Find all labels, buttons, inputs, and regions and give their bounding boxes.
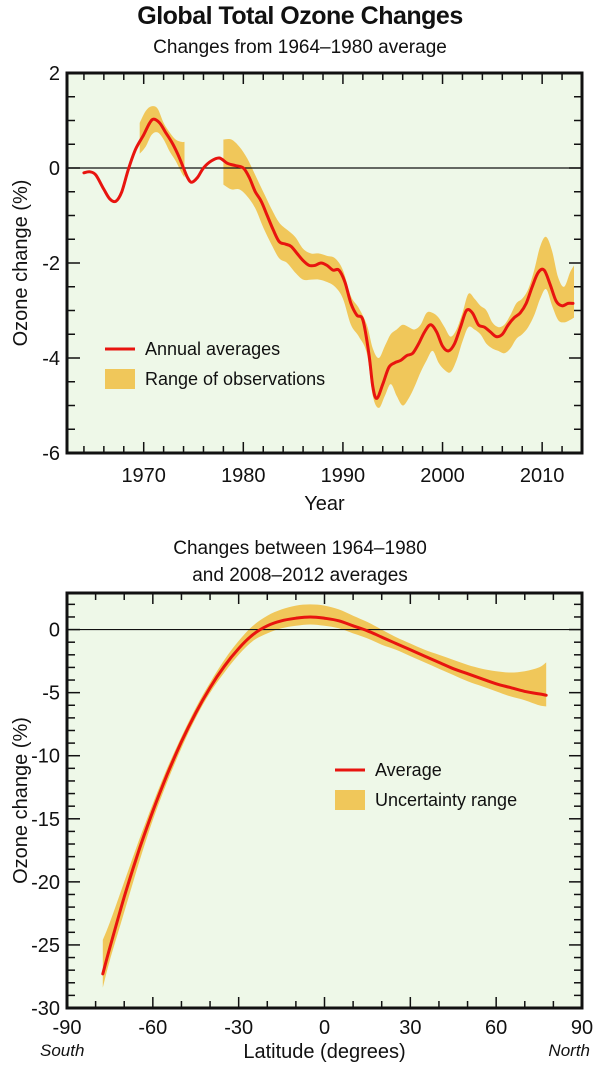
bottom-y-tick-label: -5 xyxy=(42,683,60,705)
bottom-y-tick-label: -30 xyxy=(31,998,60,1020)
bottom-chart: -90 -60 -30 0 30 60 900-5-10-15-20-25-30Latitu… xyxy=(10,591,593,1063)
bottom-x-tick-label: 0 xyxy=(319,1017,330,1039)
bottom-x-label-south: South xyxy=(40,1041,84,1060)
top-series-line xyxy=(82,117,575,400)
top-x-tick-label: 1990 xyxy=(321,465,366,487)
top-x-axis-title: Year xyxy=(304,493,345,515)
top-x-tick-label: 1970 xyxy=(121,465,166,487)
bottom-y-tick-label: -15 xyxy=(31,809,60,831)
figure-title: Global Total Ozone Changes xyxy=(137,2,463,30)
top-legend-label: Annual averages xyxy=(145,339,280,359)
top-x-tick-label: 2000 xyxy=(420,465,465,487)
bottom-x-tick-label: -60 xyxy=(138,1017,167,1039)
bottom-plot-frame xyxy=(65,591,584,1010)
bottom-legend-band-swatch xyxy=(335,790,365,810)
top-plot-frame xyxy=(65,71,584,455)
top-chart-subtitle: Changes from 1964–1980 average xyxy=(153,37,447,58)
bottom-x-tick-label: -30 xyxy=(224,1017,253,1039)
top-chart: 1970 1980 1990 2000 2010 2 0 -2 -4 -6 Year Ozone ch… xyxy=(10,63,584,515)
bottom-legend-label: Uncertainty range xyxy=(375,790,517,810)
bottom-x-tick-label: 60 xyxy=(485,1017,507,1039)
top-y-tick-label: -6 xyxy=(42,443,60,465)
top-y-tick-label: 0 xyxy=(49,158,60,180)
bottom-chart-subtitle-line-2: and 2008–2012 averages xyxy=(192,565,408,586)
top-legend: Annual averages Range of observations xyxy=(105,339,325,389)
bottom-x-tick-label: 90 xyxy=(571,1017,593,1039)
top-y-tick-label: 2 xyxy=(49,63,60,85)
top-band-segment xyxy=(223,138,574,408)
bottom-legend: Average Uncertainty range xyxy=(335,760,517,810)
bottom-legend-label: Average xyxy=(375,760,442,780)
bottom-x-tick-label: -90 xyxy=(53,1017,82,1039)
top-x-tick-label: 1980 xyxy=(221,465,266,487)
bottom-x-label-north: North xyxy=(548,1041,590,1060)
bottom-y-tick-label: -10 xyxy=(31,746,60,768)
bottom-y-axis-title: Ozone change (%) xyxy=(10,717,32,884)
bottom-series-line xyxy=(101,615,548,976)
bottom-y-tick-label: -20 xyxy=(31,872,60,894)
top-y-axis-title: Ozone change (%) xyxy=(10,180,32,347)
bottom-chart-subtitle-line-1: Changes between 1964–1980 xyxy=(173,538,427,559)
bottom-plot-background xyxy=(67,593,582,1008)
top-x-tick-label: 2010 xyxy=(520,465,565,487)
bottom-x-axis-title: Latitude (degrees) xyxy=(243,1041,405,1063)
top-legend-band-swatch xyxy=(105,369,135,389)
bottom-x-tick-label: 30 xyxy=(399,1017,421,1039)
top-y-tick-label: -4 xyxy=(42,348,60,370)
bottom-y-tick-label: -25 xyxy=(31,935,60,957)
top-y-tick-label: -2 xyxy=(42,253,60,275)
top-legend-label: Range of observations xyxy=(145,369,325,389)
top-band-segment xyxy=(139,106,185,178)
bottom-y-tick-label: 0 xyxy=(49,620,60,642)
